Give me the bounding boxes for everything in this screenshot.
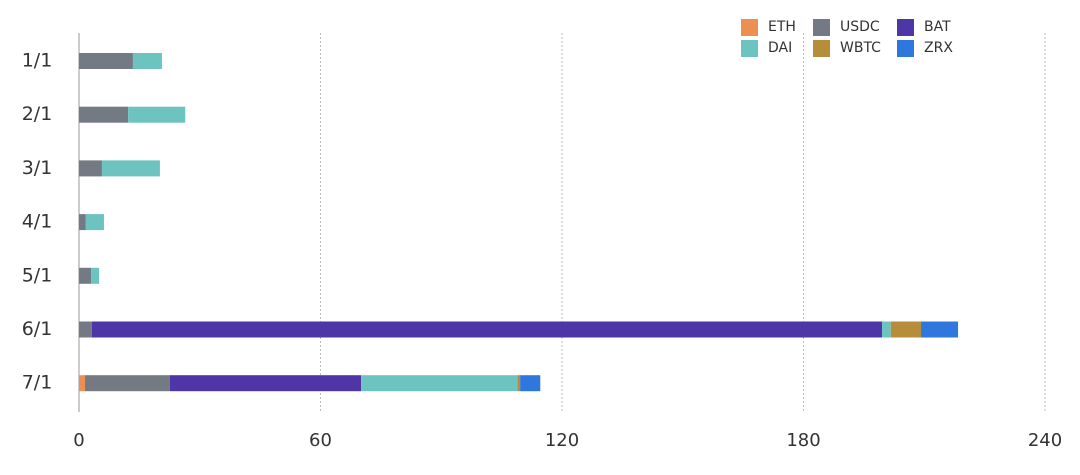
- bar-segment: [101, 160, 160, 177]
- bar-segment: [169, 375, 362, 392]
- legend-swatch: [897, 40, 914, 57]
- bar-segment: [921, 321, 959, 338]
- y-tick-label: 2/1: [22, 103, 53, 125]
- bar-segment: [79, 106, 129, 123]
- x-tick-label: 120: [545, 430, 579, 451]
- bar-segment: [881, 321, 891, 338]
- y-tick-label: 4/1: [22, 211, 53, 233]
- y-tick-label: 5/1: [22, 264, 53, 286]
- x-tick-label: 240: [1028, 430, 1062, 451]
- bar-segment: [91, 267, 100, 284]
- legend-swatch: [741, 40, 758, 57]
- bar-segment: [517, 375, 521, 392]
- y-tick-label: 1/1: [22, 50, 53, 72]
- x-tick-label: 180: [786, 430, 820, 451]
- legend-swatch: [741, 19, 758, 36]
- bar-segment: [79, 214, 86, 231]
- bar-segment: [79, 53, 133, 69]
- x-tick-label: 60: [309, 430, 332, 451]
- legend-label: ZRX: [924, 40, 953, 56]
- bar-segment: [91, 321, 882, 338]
- y-tick-label: 7/1: [22, 372, 53, 394]
- legend-label: BAT: [924, 19, 951, 35]
- legend-label: USDC: [840, 19, 880, 35]
- bar-segment: [520, 375, 541, 392]
- legend-swatch: [813, 40, 830, 57]
- y-tick-label: 3/1: [22, 157, 53, 179]
- bar-segment: [85, 214, 104, 231]
- legend-swatch: [813, 19, 830, 36]
- bar-segment: [79, 375, 86, 392]
- legend-label: ETH: [768, 19, 796, 35]
- bar-segment: [361, 375, 518, 392]
- bar-segment: [128, 106, 186, 123]
- bar-segment: [79, 267, 92, 284]
- x-tick-label: 0: [73, 430, 84, 451]
- legend-label: WBTC: [840, 40, 881, 56]
- bar-segment: [85, 375, 170, 392]
- legend-label: DAI: [768, 40, 792, 56]
- bar-segment: [79, 321, 92, 338]
- y-tick-label: 6/1: [22, 318, 53, 340]
- bar-segment: [79, 160, 102, 177]
- legend-swatch: [897, 19, 914, 36]
- bar-segment: [890, 321, 922, 338]
- bar-segment: [132, 53, 162, 69]
